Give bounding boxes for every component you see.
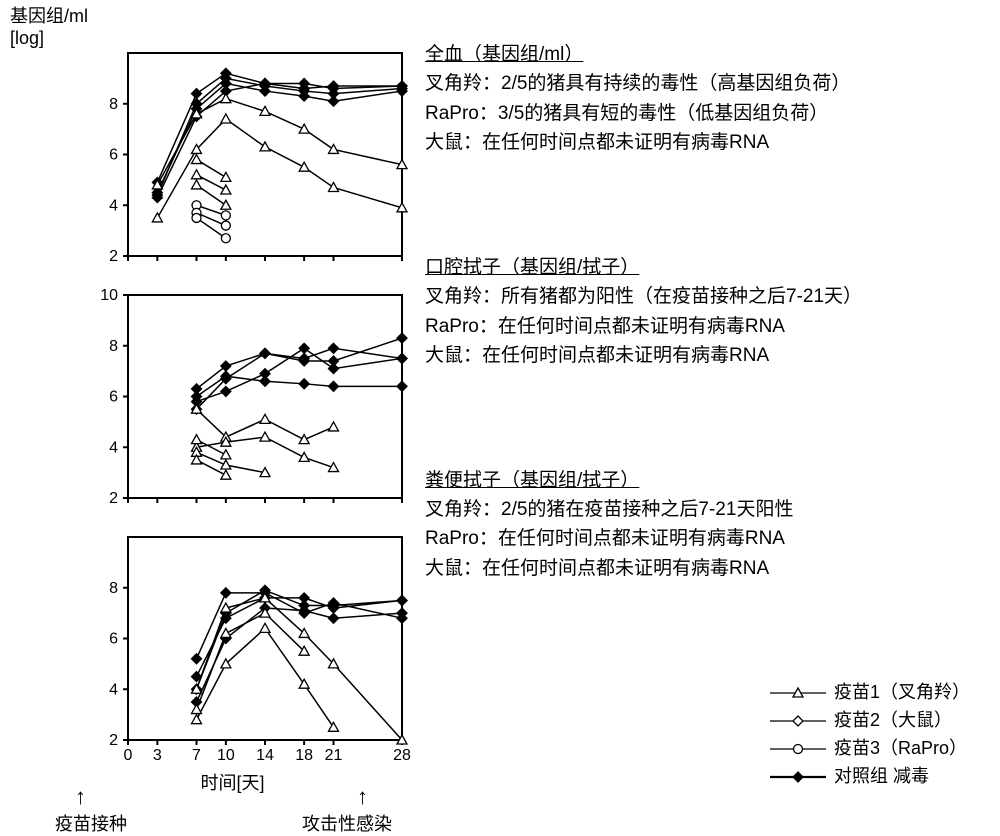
svg-text:14: 14 [256, 747, 274, 764]
svg-text:28: 28 [393, 747, 411, 764]
legend-item: 疫苗1（叉角羚） [768, 679, 970, 707]
arrow-icon: ↑ [75, 784, 86, 809]
text-block-2: 粪便拭子（基因组/拭子）叉角羚：2/5的猪在疫苗接种之后7-21天阳性RaPro… [425, 466, 995, 584]
svg-text:8: 8 [109, 96, 118, 113]
svg-text:4: 4 [109, 197, 118, 214]
text-line: 大鼠：在任何时间点都未证明有病毒RNA [425, 554, 995, 583]
legend-label: 疫苗2（大鼠） [834, 707, 952, 735]
legend-label: 疫苗3（RaPro） [834, 735, 967, 763]
charts-column: 基因组/ml [log] 2 4 6 8 2 4 6 8 10 2 4 6 8 0 3 7 10 14 18 21… [0, 0, 400, 836]
text-line: 叉角羚：所有猪都为阳性（在疫苗接种之后7-21天） [425, 282, 995, 311]
text-line: 叉角羚：2/5的猪具有持续的毒性（高基因组负荷） [425, 69, 995, 98]
text-block-1: 口腔拭子（基因组/拭子）叉角羚：所有猪都为阳性（在疫苗接种之后7-21天）RaP… [425, 253, 995, 371]
arrow-icon: ↑ [357, 784, 368, 809]
svg-text:6: 6 [109, 147, 118, 164]
legend-item: 疫苗3（RaPro） [768, 735, 970, 763]
svg-text:10: 10 [100, 287, 118, 304]
svg-text:6: 6 [109, 631, 118, 648]
bottom-labels: ↑疫苗接种 ↑攻击性感染 [55, 784, 392, 836]
text-line: RaPro：在任何时间点都未证明有病毒RNA [425, 524, 995, 553]
svg-text:4: 4 [109, 681, 118, 698]
legend-item: 疫苗2（大鼠） [768, 707, 970, 735]
legend-label: 疫苗1（叉角羚） [834, 679, 970, 707]
vaccination-label: ↑疫苗接种 [55, 784, 127, 836]
chart-blood: 2 4 6 8 [80, 45, 400, 282]
block-title: 口腔拭子（基因组/拭子） [425, 253, 995, 282]
block-title: 全血（基因组/ml） [425, 40, 995, 69]
y-title-2: [log] [10, 28, 44, 48]
text-block-0: 全血（基因组/ml）叉角羚：2/5的猪具有持续的毒性（高基因组负荷）RaPro：… [425, 40, 995, 158]
text-blocks: 全血（基因组/ml）叉角羚：2/5的猪具有持续的毒性（高基因组负荷）RaPro：… [425, 40, 995, 583]
svg-text:8: 8 [109, 338, 118, 355]
text-line: RaPro：3/5的猪具有短的毒性（低基因组负荷） [425, 99, 995, 128]
y-axis-title: 基因组/ml [log] [10, 2, 88, 49]
chart-oral: 2 4 6 8 10 [80, 287, 400, 524]
legend-item: 对照组 减毒 [768, 763, 970, 791]
block-title: 粪便拭子（基因组/拭子） [425, 466, 995, 495]
y-title-1: 基因组/ml [10, 6, 88, 26]
svg-text:2: 2 [109, 490, 118, 507]
svg-text:4: 4 [109, 439, 118, 456]
legend-label: 对照组 减毒 [834, 763, 929, 791]
svg-text:18: 18 [295, 747, 313, 764]
chart-fecal: 24680371014182128 [80, 529, 400, 766]
challenge-label: ↑攻击性感染 [302, 784, 392, 836]
text-line: 大鼠：在任何时间点都未证明有病毒RNA [425, 341, 995, 370]
text-line: 大鼠：在任何时间点都未证明有病毒RNA [425, 128, 995, 157]
legend: 疫苗1（叉角羚）疫苗2（大鼠）疫苗3（RaPro）对照组 减毒 [768, 679, 970, 791]
svg-text:0: 0 [124, 747, 133, 764]
svg-text:8: 8 [109, 580, 118, 597]
text-line: 叉角羚：2/5的猪在疫苗接种之后7-21天阳性 [425, 495, 995, 524]
svg-text:10: 10 [217, 747, 235, 764]
svg-text:3: 3 [153, 747, 162, 764]
text-column: 全血（基因组/ml）叉角羚：2/5的猪具有持续的毒性（高基因组负荷）RaPro：… [400, 0, 1000, 836]
text-line: RaPro：在任何时间点都未证明有病毒RNA [425, 312, 995, 341]
figure-root: 基因组/ml [log] 2 4 6 8 2 4 6 8 10 2 4 6 8 0 3 7 10 14 18 21… [0, 0, 1000, 836]
svg-text:21: 21 [325, 747, 343, 764]
svg-text:2: 2 [109, 248, 118, 265]
svg-text:7: 7 [192, 747, 201, 764]
svg-text:6: 6 [109, 389, 118, 406]
svg-text:2: 2 [109, 732, 118, 749]
